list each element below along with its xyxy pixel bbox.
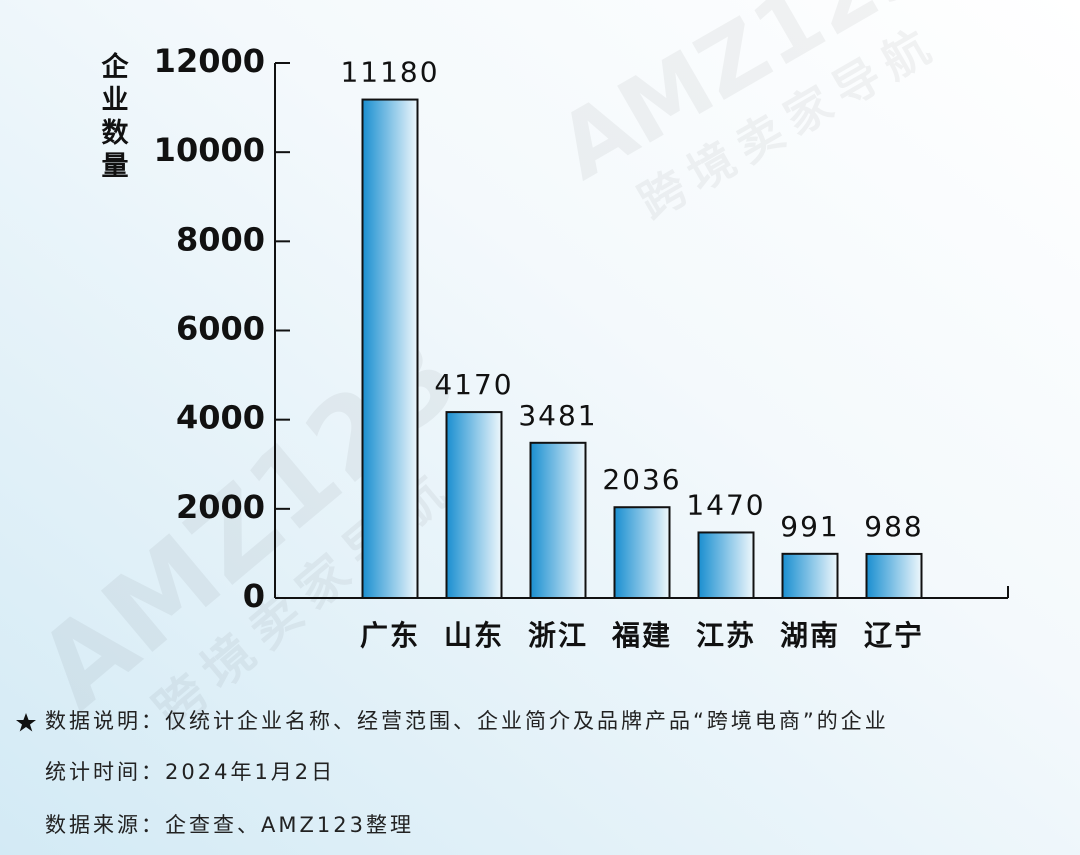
y-tick-label: 10000: [154, 131, 265, 169]
x-tick-label: 辽宁: [864, 619, 924, 652]
value-label: 2036: [602, 463, 681, 496]
y-tick-label: 2000: [176, 488, 265, 526]
y-axis-label: 企业数量: [97, 51, 129, 184]
note-star: [16, 713, 36, 732]
bar: [781, 552, 839, 600]
bar: [865, 552, 923, 599]
x-tick-label: 广东: [360, 619, 420, 652]
bar: [697, 531, 755, 600]
value-label: 4170: [434, 368, 513, 401]
bar: [361, 98, 419, 600]
value-label: 11180: [340, 56, 439, 89]
y-tick-label: 6000: [176, 310, 265, 348]
bar: [529, 441, 587, 599]
x-tick-label: 浙江: [528, 619, 588, 652]
x-tick-label: 江苏: [696, 619, 756, 652]
bar: [613, 506, 671, 599]
y-tick-label: 12000: [154, 42, 265, 80]
bar: [445, 411, 503, 599]
x-tick-label: 山东: [444, 619, 504, 652]
y-tick-label: 4000: [176, 399, 265, 437]
x-tick-label: 福建: [611, 619, 672, 652]
y-tick-label: 0: [243, 577, 265, 615]
note: 数据说明：仅统计企业名称、经营范围、企业简介及品牌产品“跨境电商”的企业: [45, 709, 889, 733]
x-tick-label: 湖南: [780, 619, 840, 652]
y-tick-label: 8000: [176, 220, 265, 258]
value-label: 3481: [518, 399, 597, 432]
value-label: 988: [864, 510, 923, 543]
note: 数据来源：企查查、AMZ123整理: [45, 813, 414, 837]
note: 统计时间：2024年1月2日: [45, 760, 335, 784]
value-label: 991: [780, 510, 839, 543]
value-label: 1470: [686, 488, 765, 521]
